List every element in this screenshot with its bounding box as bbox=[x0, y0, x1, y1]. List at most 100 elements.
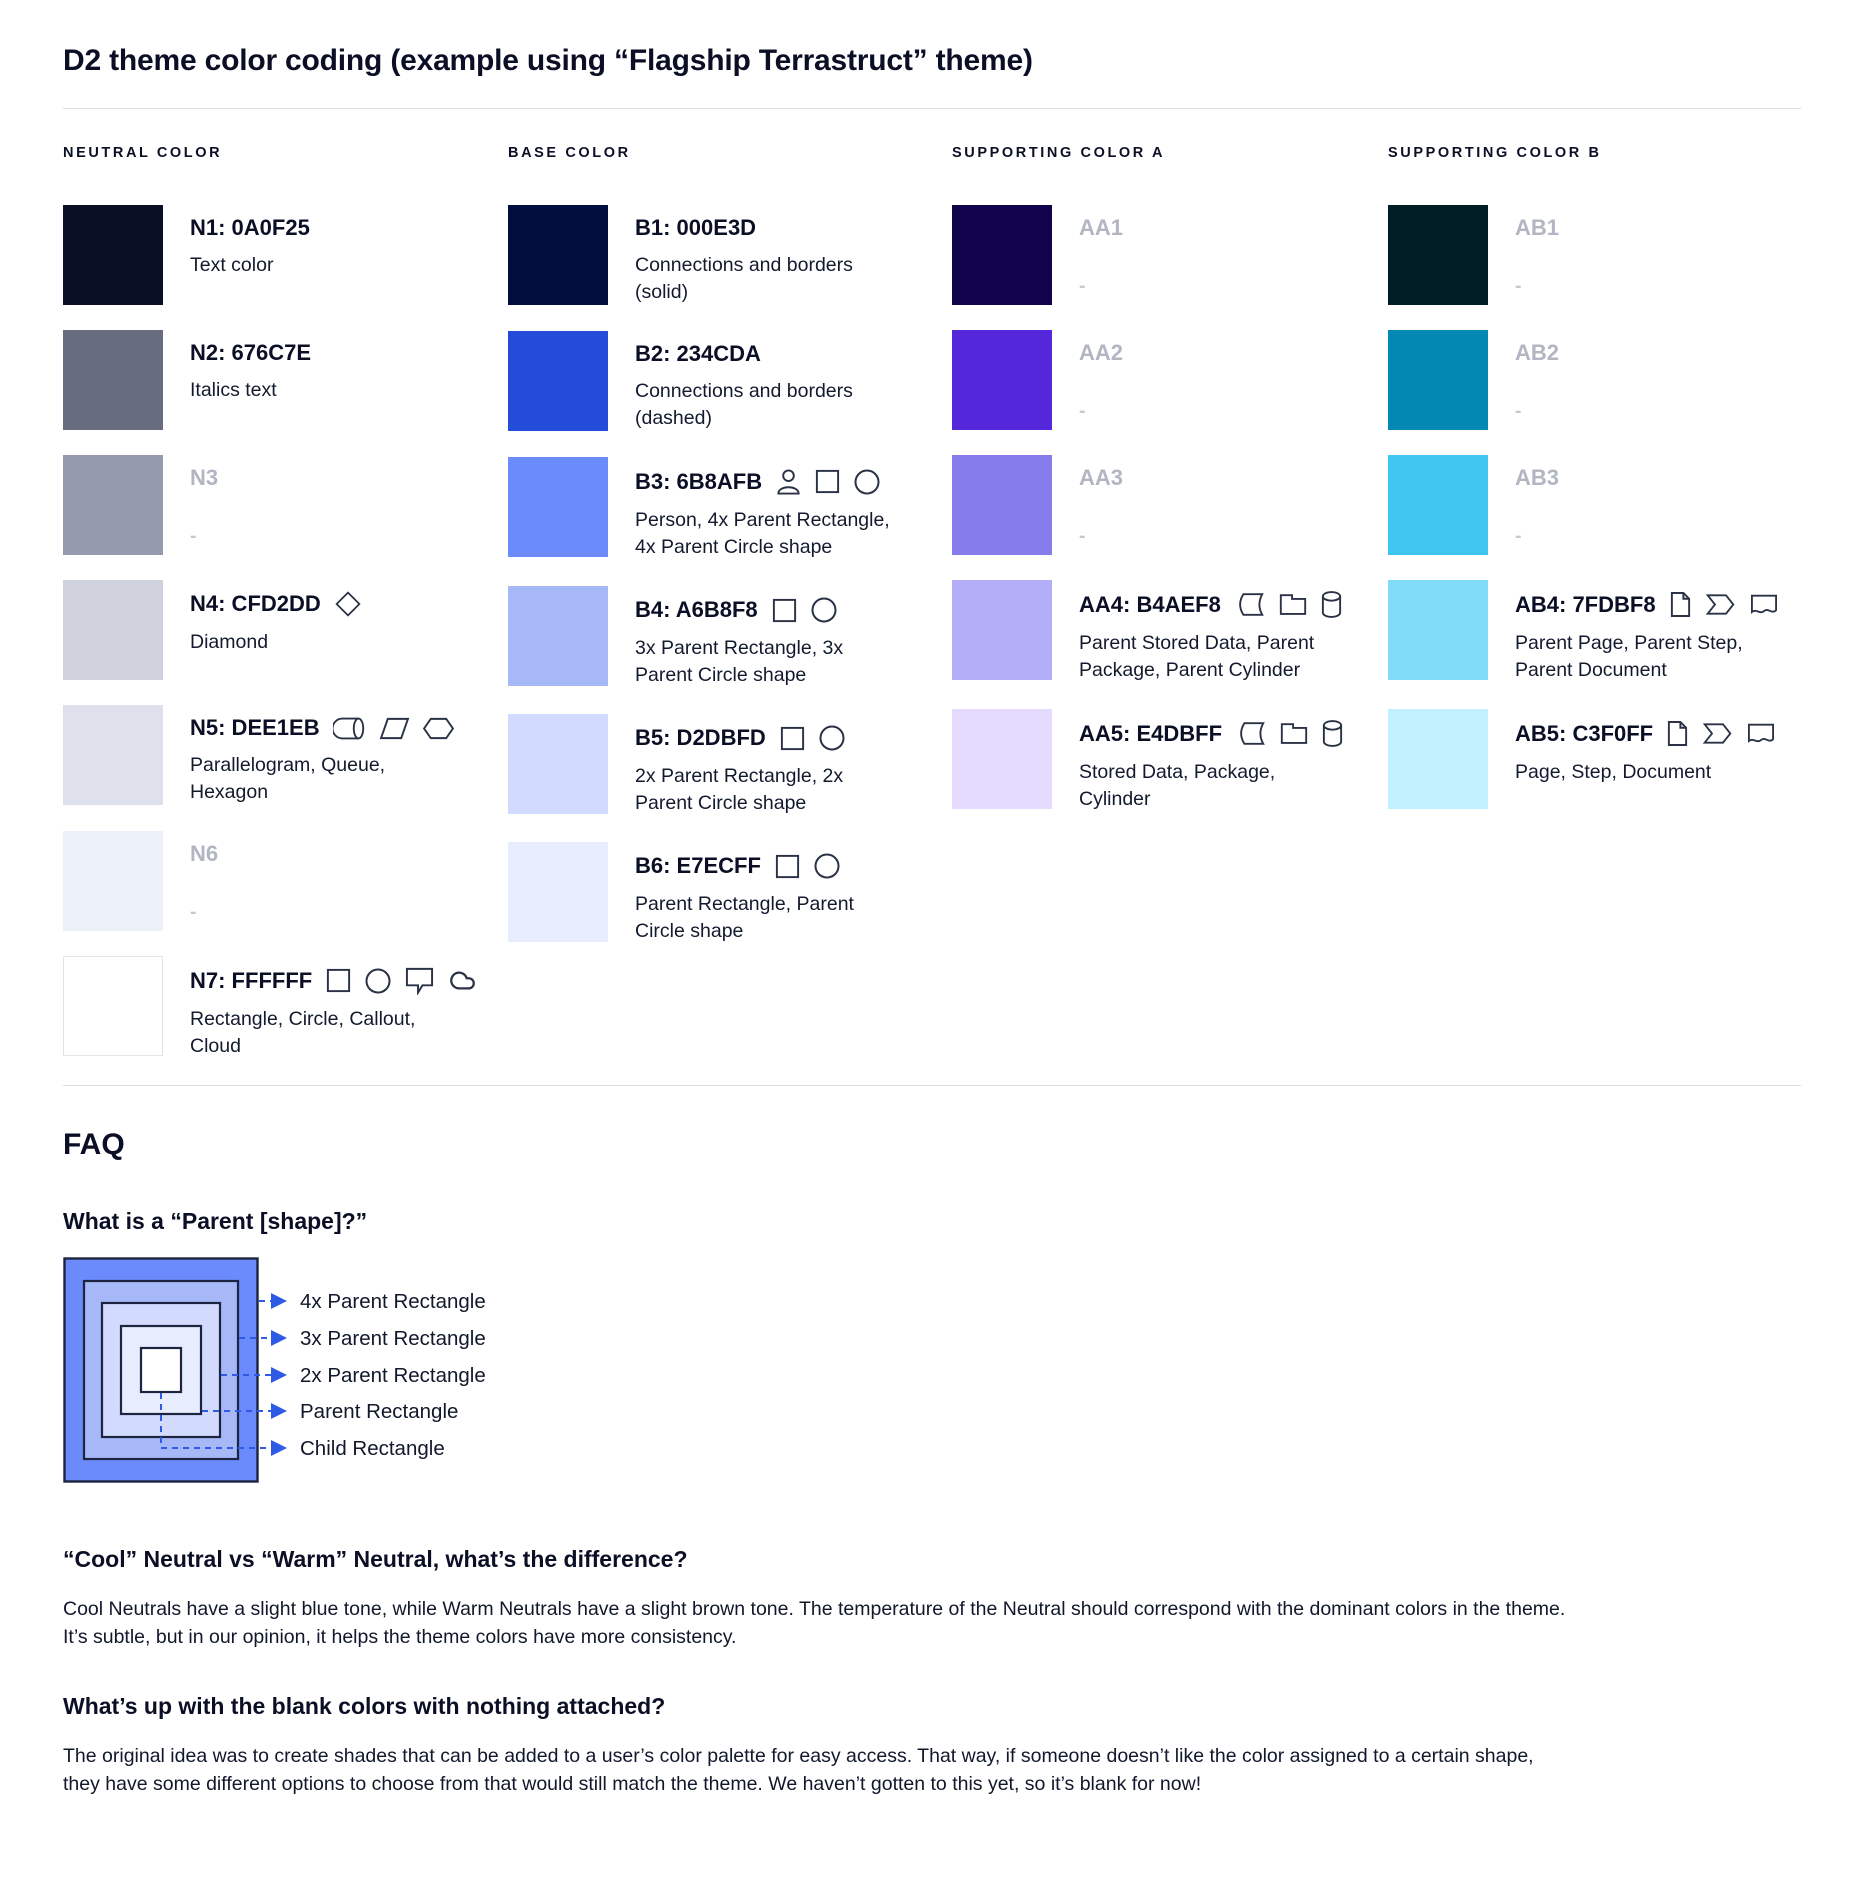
palette-entry: AA1 - bbox=[952, 205, 1388, 305]
palette-column-base: BASE COLOR B1: 000E3D Connections and bo… bbox=[508, 145, 952, 1085]
entry-label: N2: 676C7E bbox=[190, 340, 312, 365]
entry-label: B4: A6B8F8 bbox=[635, 597, 758, 622]
entry-desc: - bbox=[1079, 275, 1086, 297]
color-swatch bbox=[1388, 330, 1488, 430]
entry-desc: Parallelogram, Queue, Hexagon bbox=[190, 754, 386, 803]
color-swatch bbox=[508, 331, 608, 431]
entry-label: AB3 bbox=[1515, 465, 1560, 490]
palette-entry: B1: 000E3D Connections and borders (soli… bbox=[508, 205, 952, 306]
hexagon-icon bbox=[422, 717, 454, 739]
circle-icon bbox=[365, 968, 391, 993]
entry-desc: - bbox=[1079, 400, 1086, 422]
palette-entry: B6: E7ECFF Parent Rectangle, Parent Circ… bbox=[508, 842, 952, 945]
palette-entry: N6 - bbox=[63, 831, 508, 931]
entry-label: AB1 bbox=[1515, 215, 1560, 240]
queue-icon bbox=[332, 717, 364, 739]
diagram-label: 2x Parent Rectangle bbox=[300, 1364, 486, 1387]
color-swatch bbox=[952, 455, 1052, 555]
rectangle-icon bbox=[780, 726, 804, 750]
palette-entry: B2: 234CDA Connections and borders (dash… bbox=[508, 331, 952, 432]
document-icon bbox=[1748, 723, 1775, 743]
circle-icon bbox=[819, 725, 845, 751]
entry-desc: Stored Data, Package, Cylinder bbox=[1079, 761, 1276, 810]
faq-heading: FAQ bbox=[63, 1128, 125, 1161]
diagram-rect-child bbox=[139, 1346, 183, 1394]
entry-label: N7: FFFFFF bbox=[190, 967, 313, 993]
color-swatch bbox=[63, 956, 163, 1056]
entry-label: B2: 234CDA bbox=[635, 341, 761, 366]
palette-entry: N5: DEE1EB Parallelogram, Queue, Hexagon bbox=[63, 705, 508, 806]
page-icon bbox=[1668, 721, 1688, 746]
entry-label: AB5: C3F0FF bbox=[1515, 720, 1654, 746]
package-icon bbox=[1280, 723, 1308, 744]
entry-label: AA4: B4AEF8 bbox=[1079, 591, 1221, 617]
diagram-label: 4x Parent Rectangle bbox=[300, 1290, 486, 1313]
palette-entry: AB1 - bbox=[1388, 205, 1801, 305]
column-header: SUPPORTING COLOR A bbox=[952, 145, 1166, 161]
entry-desc: - bbox=[190, 901, 197, 923]
entry-desc: - bbox=[1079, 525, 1086, 547]
rectangle-icon bbox=[327, 968, 351, 993]
document-icon bbox=[1750, 594, 1777, 614]
page-icon bbox=[1670, 592, 1690, 617]
entry-label: AA3 bbox=[1079, 465, 1124, 490]
faq-answer: Cool Neutrals have a slight blue tone, w… bbox=[63, 1598, 1566, 1648]
entry-label: AB4: 7FDBF8 bbox=[1515, 591, 1656, 617]
rectangle-icon bbox=[816, 469, 840, 494]
entry-label: N1: 0A0F25 bbox=[190, 215, 310, 240]
color-swatch bbox=[63, 205, 163, 305]
diagram-label: Parent Rectangle bbox=[300, 1400, 458, 1423]
color-swatch bbox=[508, 586, 608, 686]
entry-desc: 2x Parent Rectangle, 2x Parent Circle sh… bbox=[635, 765, 844, 814]
entry-desc: Parent Page, Parent Step, Parent Documen… bbox=[1515, 632, 1743, 681]
diamond-icon bbox=[335, 591, 361, 617]
parent-shape-diagram-svg: 4x Parent Rectangle 3x Parent Rectangle … bbox=[63, 1257, 486, 1483]
entry-desc: Italics text bbox=[190, 379, 277, 401]
color-swatch bbox=[1388, 709, 1488, 809]
entry-label: N5: DEE1EB bbox=[190, 715, 320, 740]
column-header: BASE COLOR bbox=[508, 145, 631, 161]
palette-column-supporting-a: SUPPORTING COLOR A AA1 - AA2 - AA3 - AA4… bbox=[952, 145, 1388, 1085]
color-swatch bbox=[508, 842, 608, 942]
entry-desc: Page, Step, Document bbox=[1515, 761, 1712, 783]
entry-desc: Person, 4x Parent Rectangle, 4x Parent C… bbox=[635, 509, 890, 558]
palette-entry: AA4: B4AEF8 Parent Stored Data, Parent P… bbox=[952, 580, 1388, 684]
divider bbox=[63, 108, 1801, 109]
stored-data-icon bbox=[1238, 593, 1264, 616]
entry-desc: 3x Parent Rectangle, 3x Parent Circle sh… bbox=[635, 637, 844, 686]
dashed-connector bbox=[160, 1393, 287, 1456]
color-swatch bbox=[952, 580, 1052, 680]
color-swatch bbox=[508, 714, 608, 814]
color-swatch bbox=[63, 330, 163, 430]
cylinder-icon bbox=[1321, 591, 1341, 618]
color-swatch bbox=[952, 330, 1052, 430]
palette-entry: B3: 6B8AFB Person, 4x Parent Rectangle, … bbox=[508, 457, 952, 561]
circle-icon bbox=[811, 597, 837, 623]
entry-label: N6 bbox=[190, 841, 219, 866]
column-header: NEUTRAL COLOR bbox=[63, 145, 223, 161]
palette-entry: AB5: C3F0FF Page, Step, Document bbox=[1388, 709, 1801, 809]
color-swatch bbox=[63, 705, 163, 805]
step-icon bbox=[1702, 723, 1732, 744]
entry-label: B5: D2DBFD bbox=[635, 725, 766, 750]
color-swatch bbox=[1388, 205, 1488, 305]
package-icon bbox=[1279, 594, 1306, 615]
entry-desc: Parent Stored Data, Parent Package, Pare… bbox=[1079, 632, 1315, 681]
color-swatch bbox=[63, 580, 163, 680]
palette-entry: AA2 - bbox=[952, 330, 1388, 430]
palette-entry: B5: D2DBFD 2x Parent Rectangle, 2x Paren… bbox=[508, 714, 952, 817]
circle-icon bbox=[814, 853, 840, 879]
palette-entry: N3 - bbox=[63, 455, 508, 555]
color-swatch bbox=[1388, 580, 1488, 680]
rectangle-icon bbox=[772, 598, 796, 622]
palette-entry: AA3 - bbox=[952, 455, 1388, 555]
entry-label: N3 bbox=[190, 465, 219, 490]
faq-section: FAQ What is a “Parent [shape]?” 4x Paren… bbox=[63, 1128, 1801, 1798]
entry-desc: Connections and borders (dashed) bbox=[635, 380, 853, 429]
palette-entry: AA5: E4DBFF Stored Data, Package, Cylind… bbox=[952, 709, 1388, 813]
entry-desc: Connections and borders (solid) bbox=[635, 254, 853, 303]
entry-desc: Diamond bbox=[190, 631, 269, 653]
diagram-label: Child Rectangle bbox=[300, 1437, 445, 1460]
palette-column-neutral: NEUTRAL COLOR N1: 0A0F25 Text color N2: … bbox=[63, 145, 508, 1085]
color-swatch bbox=[1388, 455, 1488, 555]
